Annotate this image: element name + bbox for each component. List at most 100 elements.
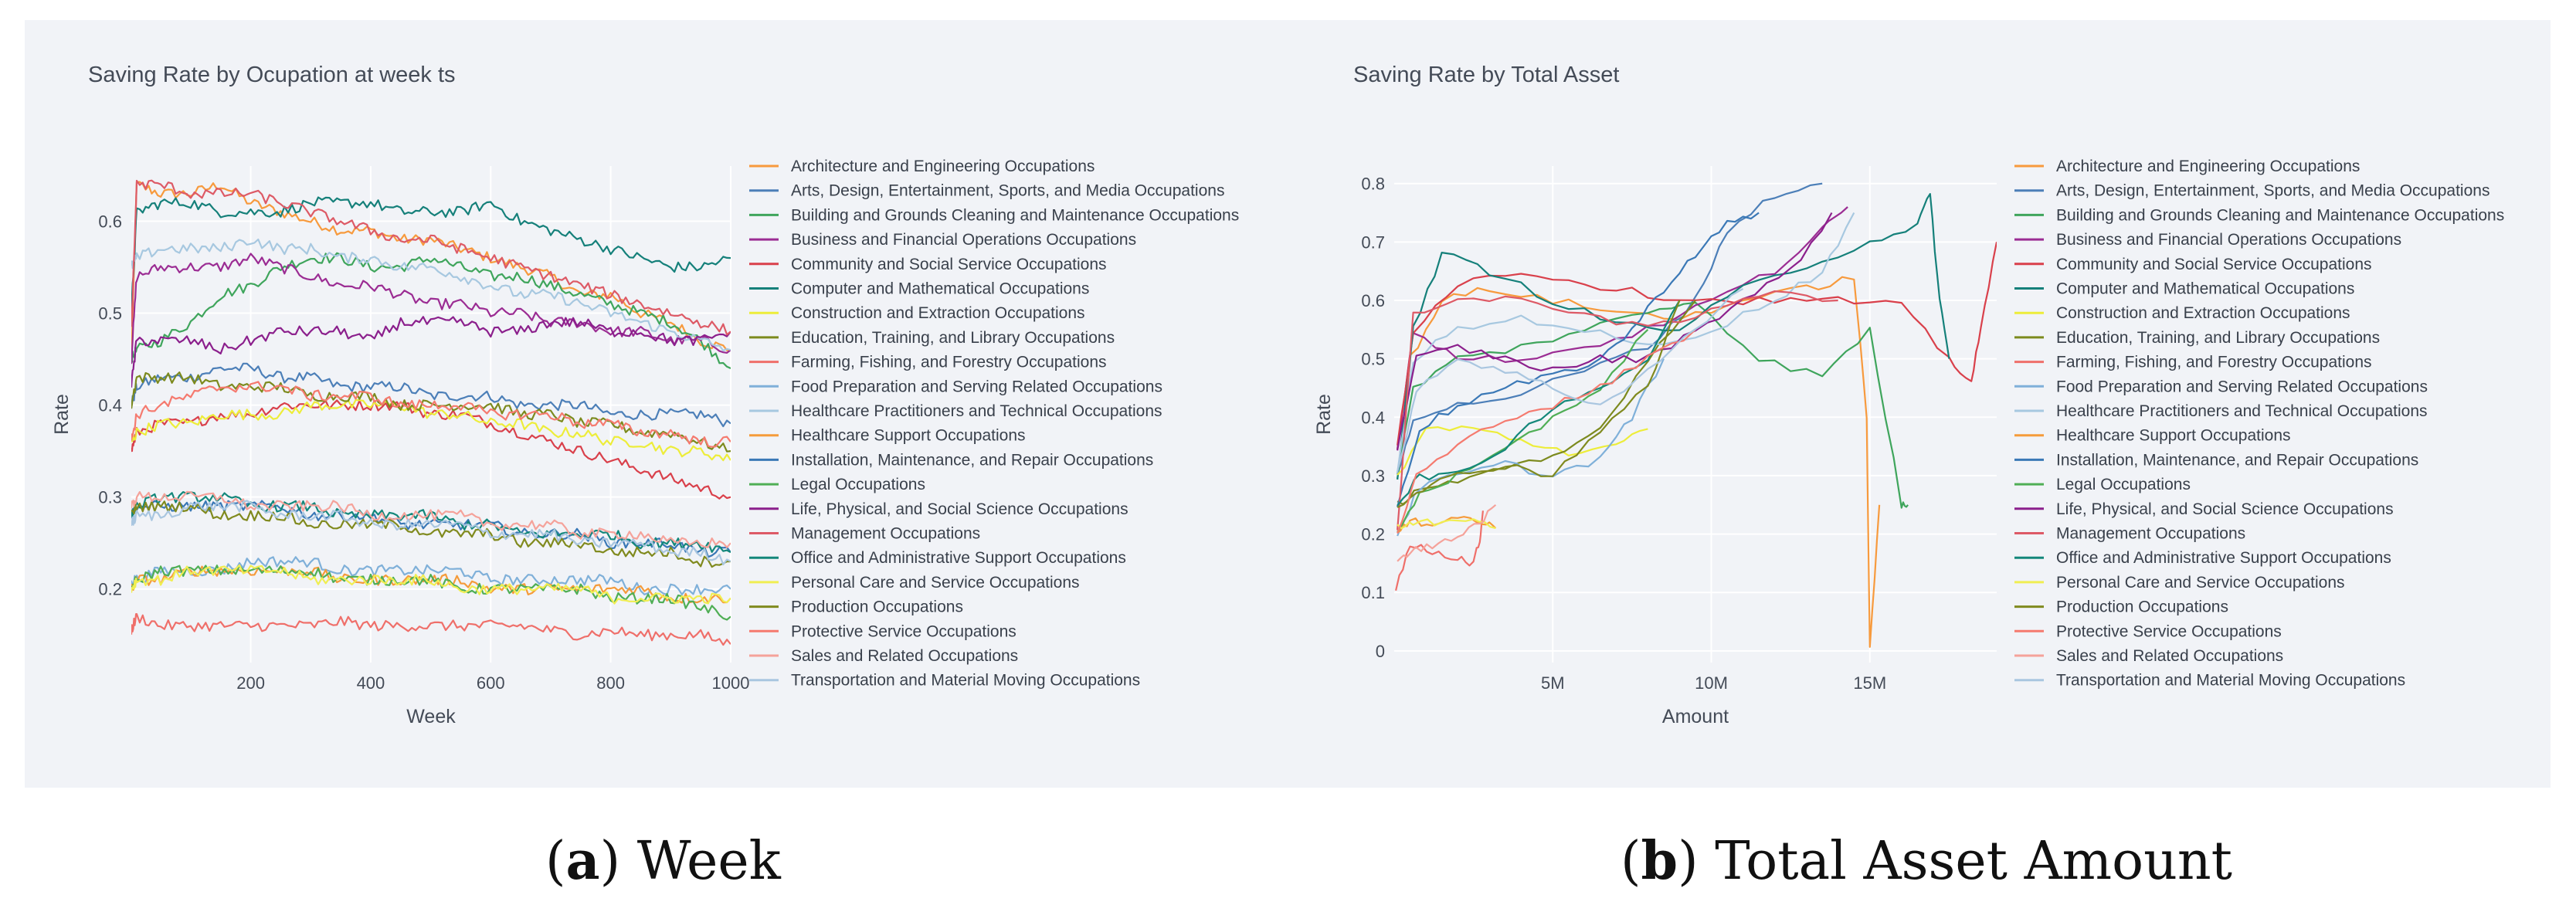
legend-item[interactable]: Management Occupations	[2056, 525, 2245, 543]
legend-item[interactable]: Production Occupations	[2056, 598, 2228, 616]
legend-item[interactable]: Office and Administrative Support Occupa…	[791, 549, 1126, 567]
legend-item[interactable]: Installation, Maintenance, and Repair Oc…	[791, 451, 1153, 469]
series-line	[1397, 287, 1744, 473]
series-line	[1397, 212, 1833, 451]
legend-item[interactable]: Computer and Mathematical Occupations	[791, 280, 1089, 298]
x-tick-label: 400	[357, 673, 385, 693]
y-tick-label: 0.7	[1361, 232, 1385, 252]
legend-item[interactable]: Legal Occupations	[791, 476, 925, 493]
legend-item[interactable]: Production Occupations	[791, 598, 963, 616]
legend-item[interactable]: Healthcare Practitioners and Technical O…	[791, 402, 1162, 420]
series-line	[131, 500, 731, 558]
legend-item[interactable]: Building and Grounds Cleaning and Mainte…	[2056, 206, 2504, 224]
legend-item[interactable]: Community and Social Service Occupations	[2056, 256, 2372, 273]
series-line	[131, 565, 731, 604]
series-line	[131, 500, 731, 568]
legend-item[interactable]: Arts, Design, Entertainment, Sports, and…	[2056, 182, 2489, 200]
x-tick-label: 600	[477, 673, 505, 693]
series-line	[131, 612, 731, 646]
legend-item[interactable]: Life, Physical, and Social Science Occup…	[2056, 500, 2394, 518]
series-line	[1397, 503, 1497, 562]
caption-b-letter: b	[1641, 830, 1678, 892]
y-tick-label: 0.4	[1361, 408, 1385, 427]
legend-item[interactable]: Architecture and Engineering Occupations	[2056, 158, 2360, 175]
legend-item[interactable]: Construction and Extraction Occupations	[2056, 304, 2350, 322]
series-line	[1397, 301, 1909, 509]
x-tick-label: 800	[596, 673, 625, 693]
y-tick-label: 0.3	[1361, 466, 1385, 486]
legend-item[interactable]: Sales and Related Occupations	[2056, 647, 2283, 665]
legend-item[interactable]: Construction and Extraction Occupations	[791, 304, 1085, 322]
series-line	[131, 564, 731, 621]
legend-item[interactable]: Education, Training, and Library Occupat…	[791, 329, 1115, 347]
y-tick-label: 0.2	[98, 580, 122, 599]
legend-item[interactable]: Management Occupations	[791, 525, 980, 543]
caption-a-text: Week	[636, 831, 781, 892]
x-tick-label: 200	[236, 673, 265, 693]
series-line	[131, 179, 731, 336]
y-tick-label: 0.1	[1361, 583, 1385, 602]
legend-item[interactable]: Computer and Mathematical Occupations	[2056, 280, 2354, 298]
series-line	[131, 196, 731, 309]
legend-item[interactable]: Architecture and Engineering Occupations	[791, 158, 1095, 175]
legend-item[interactable]: Healthcare Practitioners and Technical O…	[2056, 402, 2428, 420]
legend-item[interactable]: Business and Financial Operations Occupa…	[2056, 231, 2401, 249]
legend-item[interactable]: Business and Financial Operations Occupa…	[791, 231, 1136, 249]
legend-item[interactable]: Life, Physical, and Social Science Occup…	[791, 500, 1128, 518]
legend-item[interactable]: Personal Care and Service Occupations	[2056, 574, 2345, 592]
series-line	[131, 238, 731, 352]
series-line	[131, 490, 731, 548]
y-tick-label: 0.3	[98, 488, 122, 507]
legend-item[interactable]: Office and Administrative Support Occupa…	[2056, 549, 2391, 567]
legend-item[interactable]: Transportation and Material Moving Occup…	[791, 672, 1140, 690]
legend-item[interactable]: Protective Service Occupations	[791, 622, 1016, 640]
series-line	[131, 252, 731, 370]
y-tick-label: 0.6	[98, 212, 122, 231]
y-tick-label: 0.2	[1361, 525, 1385, 544]
legend-item[interactable]: Personal Care and Service Occupations	[791, 574, 1080, 592]
series-line	[1397, 193, 1950, 480]
series-lines	[1395, 182, 1997, 648]
legend-item[interactable]: Installation, Maintenance, and Repair Oc…	[2056, 451, 2418, 469]
caption-a: (a) Week	[545, 830, 781, 892]
x-axis-label: Amount	[1662, 706, 1729, 727]
series-line	[131, 556, 731, 596]
legend-item[interactable]: Food Preparation and Serving Related Occ…	[2056, 378, 2428, 395]
series-line	[131, 500, 731, 566]
legend-item[interactable]: Protective Service Occupations	[2056, 622, 2282, 640]
chart-total-asset: Saving Rate by Total Asset 5M 10M 15M 0 0.1 0.…	[1313, 63, 2504, 727]
y-tick-label: 0.4	[98, 396, 122, 415]
legend-item[interactable]: Farming, Fishing, and Forestry Occupatio…	[791, 354, 1107, 371]
series-line	[1397, 212, 1760, 507]
series-line	[1397, 182, 1823, 475]
chart-week: Saving Rate by Ocupation at week ts 200 40…	[51, 63, 1239, 727]
legend-item[interactable]: Sales and Related Occupations	[791, 647, 1018, 665]
legend-item[interactable]: Building and Grounds Cleaning and Mainte…	[791, 206, 1239, 224]
legend-item[interactable]: Farming, Fishing, and Forestry Occupatio…	[2056, 354, 2372, 371]
legend-item[interactable]: Community and Social Service Occupations	[791, 256, 1107, 273]
legend-item[interactable]: Healthcare Support Occupations	[791, 427, 1026, 445]
legend-item[interactable]: Healthcare Support Occupations	[2056, 427, 2291, 445]
series-line	[1397, 300, 1681, 508]
series-line	[1397, 518, 1496, 530]
caption-b: (b) Total Asset Amount	[1621, 830, 2233, 892]
legend-item[interactable]: Arts, Design, Entertainment, Sports, and…	[791, 182, 1224, 200]
legend-item[interactable]: Education, Training, and Library Occupat…	[2056, 329, 2380, 347]
x-axis-label: Week	[406, 706, 456, 727]
legend-item[interactable]: Food Preparation and Serving Related Occ…	[791, 378, 1162, 395]
figure-panel	[25, 20, 2551, 788]
x-tick-label: 1000	[712, 673, 750, 693]
series-line	[131, 316, 731, 388]
y-tick-label: 0.5	[1361, 350, 1385, 369]
series-line	[1397, 290, 1838, 531]
series-line	[131, 362, 731, 428]
series-line	[1397, 212, 1855, 473]
series-line	[1397, 358, 1665, 537]
y-tick-label: 0.5	[98, 304, 122, 324]
legend-item[interactable]: Transportation and Material Moving Occup…	[2056, 672, 2405, 690]
y-tick-label: 0.6	[1361, 291, 1385, 310]
legend-item[interactable]: Legal Occupations	[2056, 476, 2191, 493]
chart-title: Saving Rate by Total Asset	[1353, 63, 1619, 87]
series-line	[131, 399, 731, 500]
